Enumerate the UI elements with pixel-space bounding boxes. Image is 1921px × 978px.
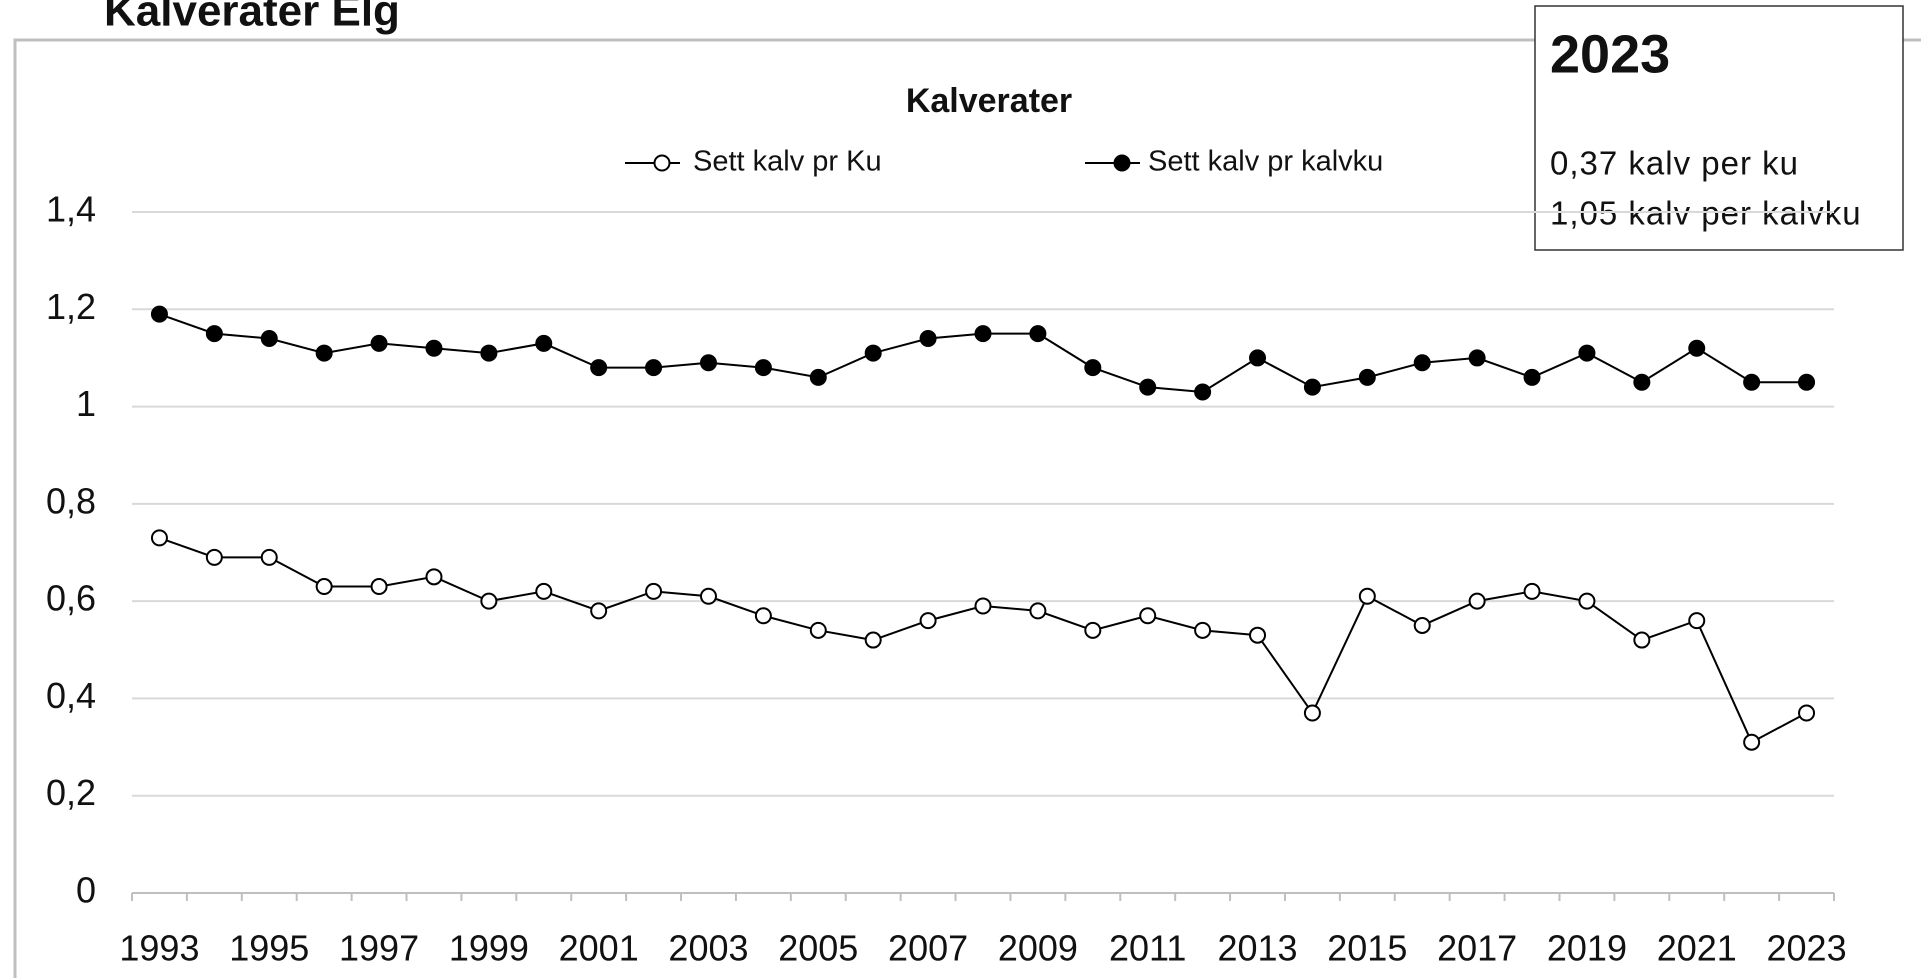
x-tick-label: 2005: [778, 928, 858, 969]
data-point: [1249, 626, 1267, 644]
data-point: [590, 602, 608, 620]
data-point: [480, 344, 498, 362]
data-point: [645, 359, 663, 377]
data-point: [919, 612, 937, 630]
data-point: [1578, 344, 1596, 362]
data-point: [1194, 383, 1212, 401]
data-point: [1468, 592, 1486, 610]
x-tick-label: 2011: [1109, 928, 1186, 969]
data-point: [1139, 607, 1157, 625]
data-point: [1523, 368, 1541, 386]
data-point: [1358, 587, 1376, 605]
x-tick-label: 2013: [1217, 928, 1297, 969]
y-tick-label: 1: [76, 383, 96, 424]
data-point: [1139, 378, 1157, 396]
data-point: [150, 305, 168, 323]
data-point: [754, 607, 772, 625]
data-point: [260, 548, 278, 566]
data-point: [1029, 325, 1047, 343]
data-point: [699, 587, 717, 605]
data-point: [919, 329, 937, 347]
data-point: [480, 592, 498, 610]
data-point: [535, 334, 553, 352]
y-tick-label: 0,8: [46, 480, 96, 521]
x-tick-label: 2003: [668, 928, 748, 969]
chart-title: Kalverater: [906, 82, 1072, 120]
data-point: [1688, 339, 1706, 357]
data-point: [1413, 616, 1431, 634]
legend-label: Sett kalv pr kalvku: [1148, 146, 1383, 178]
data-point: [205, 548, 223, 566]
data-point: [1303, 378, 1321, 396]
data-point: [864, 344, 882, 362]
data-point: [1029, 602, 1047, 620]
data-point: [370, 578, 388, 596]
y-tick-label: 0: [76, 870, 96, 911]
data-point: [974, 597, 992, 615]
data-point: [1798, 704, 1816, 722]
x-tick-label: 2021: [1657, 928, 1737, 969]
data-point: [1523, 582, 1541, 600]
data-point: [1633, 631, 1651, 649]
x-tick-label: 2001: [559, 928, 639, 969]
x-tick-label: 2007: [888, 928, 968, 969]
data-point: [809, 621, 827, 639]
data-point: [1413, 354, 1431, 372]
data-point: [425, 568, 443, 586]
y-tick-label: 1,4: [46, 189, 96, 230]
x-tick-label: 1995: [229, 928, 309, 969]
data-point: [590, 359, 608, 377]
data-point: [1084, 359, 1102, 377]
data-point: [809, 368, 827, 386]
data-point: [150, 529, 168, 547]
data-point: [1358, 368, 1376, 386]
data-point: [260, 329, 278, 347]
data-point: [1468, 349, 1486, 367]
data-point: [1578, 592, 1596, 610]
legend-marker: [1113, 154, 1131, 172]
x-tick-label: 2019: [1547, 928, 1627, 969]
data-point: [1084, 621, 1102, 639]
data-point: [1194, 621, 1212, 639]
info-box-line: 1,05 kalv per kalvku: [1550, 195, 1862, 232]
data-point: [1743, 373, 1761, 391]
data-point: [205, 325, 223, 343]
x-tick-label: 1993: [119, 928, 199, 969]
y-tick-label: 1,2: [46, 286, 96, 327]
data-point: [699, 354, 717, 372]
y-tick-label: 0,6: [46, 578, 96, 619]
data-point: [974, 325, 992, 343]
data-point: [370, 334, 388, 352]
data-point: [425, 339, 443, 357]
x-tick-label: 2015: [1327, 928, 1407, 969]
data-point: [315, 344, 333, 362]
info-box: [1534, 5, 1904, 251]
data-point: [754, 359, 772, 377]
info-box-line: 0,37 kalv per ku: [1550, 145, 1799, 182]
data-point: [535, 582, 553, 600]
x-tick-label: 2023: [1767, 928, 1847, 969]
data-point: [864, 631, 882, 649]
data-point: [1743, 733, 1761, 751]
info-box-title: 2023: [1550, 24, 1670, 84]
data-point: [1249, 349, 1267, 367]
legend-marker: [653, 154, 671, 172]
data-point: [1688, 612, 1706, 630]
legend-label: Sett kalv pr Ku: [693, 146, 882, 178]
x-tick-label: 2009: [998, 928, 1078, 969]
x-tick-label: 1999: [449, 928, 529, 969]
data-point: [1303, 704, 1321, 722]
data-point: [1798, 373, 1816, 391]
y-tick-label: 0,2: [46, 772, 96, 813]
page-title: Kalverater Elg: [104, 0, 400, 36]
data-point: [1633, 373, 1651, 391]
x-tick-label: 1997: [339, 928, 419, 969]
data-point: [645, 582, 663, 600]
data-point: [315, 578, 333, 596]
x-tick-label: 2017: [1437, 928, 1517, 969]
y-tick-label: 0,4: [46, 675, 96, 716]
